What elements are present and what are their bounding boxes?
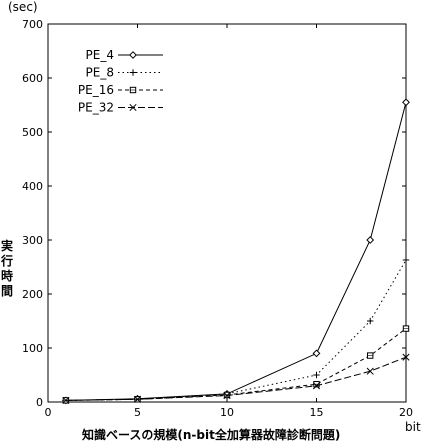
legend-label: PE_32 [78, 101, 114, 115]
legend-label: PE_16 [78, 83, 114, 97]
series-line-pe-32 [65, 356, 407, 401]
x-tick-label: 20 [399, 406, 413, 419]
series-layer [61, 98, 410, 405]
y-tick-label: 700 [22, 18, 43, 31]
data-point [133, 395, 142, 403]
legend-label: PE_8 [86, 66, 114, 80]
series-line-pe-8 [65, 259, 407, 401]
y-tick-label: 200 [22, 288, 43, 301]
legend-marker [129, 51, 137, 59]
y-axis-title: 実行時間 [0, 239, 13, 298]
data-point [367, 317, 374, 325]
y-tick-label: 100 [22, 342, 43, 355]
legend-marker [129, 86, 137, 94]
data-point [402, 353, 410, 361]
y-axis-unit: (sec) [8, 0, 38, 14]
series-line-pe-16 [65, 328, 407, 401]
data-point [312, 382, 321, 390]
x-axis-title: 知識ベースの規模(n-bit全加算器故障診断問題) [82, 428, 341, 442]
data-point [366, 367, 374, 375]
y-tick-label: 500 [22, 126, 43, 139]
data-point [312, 349, 321, 358]
data-point [366, 236, 375, 244]
legend-label: PE_4 [86, 48, 114, 62]
data-point [402, 256, 410, 264]
y-tick-label: 600 [22, 72, 43, 85]
plot-frame [47, 23, 407, 403]
y-tick-label: 0 [36, 396, 43, 409]
plot-area [47, 23, 407, 403]
data-point [402, 98, 410, 107]
data-point [223, 391, 231, 400]
data-point [367, 352, 374, 359]
x-tick-label: 15 [310, 406, 324, 419]
y-tick-label: 400 [22, 180, 43, 193]
legend: PE_4 PE_8 PE_16 PE_32 [78, 48, 163, 115]
x-axis-unit: bit [405, 420, 421, 434]
legend-marker [129, 69, 137, 76]
data-point [402, 325, 410, 332]
series-line-pe-4 [65, 102, 407, 401]
x-tick-label: 0 [45, 406, 52, 419]
x-tick-label: 10 [220, 406, 234, 419]
data-point [62, 396, 70, 404]
data-point [313, 371, 320, 379]
y-tick-label: 300 [22, 234, 43, 247]
x-tick-label: 5 [134, 406, 141, 419]
legend-marker [129, 103, 137, 112]
